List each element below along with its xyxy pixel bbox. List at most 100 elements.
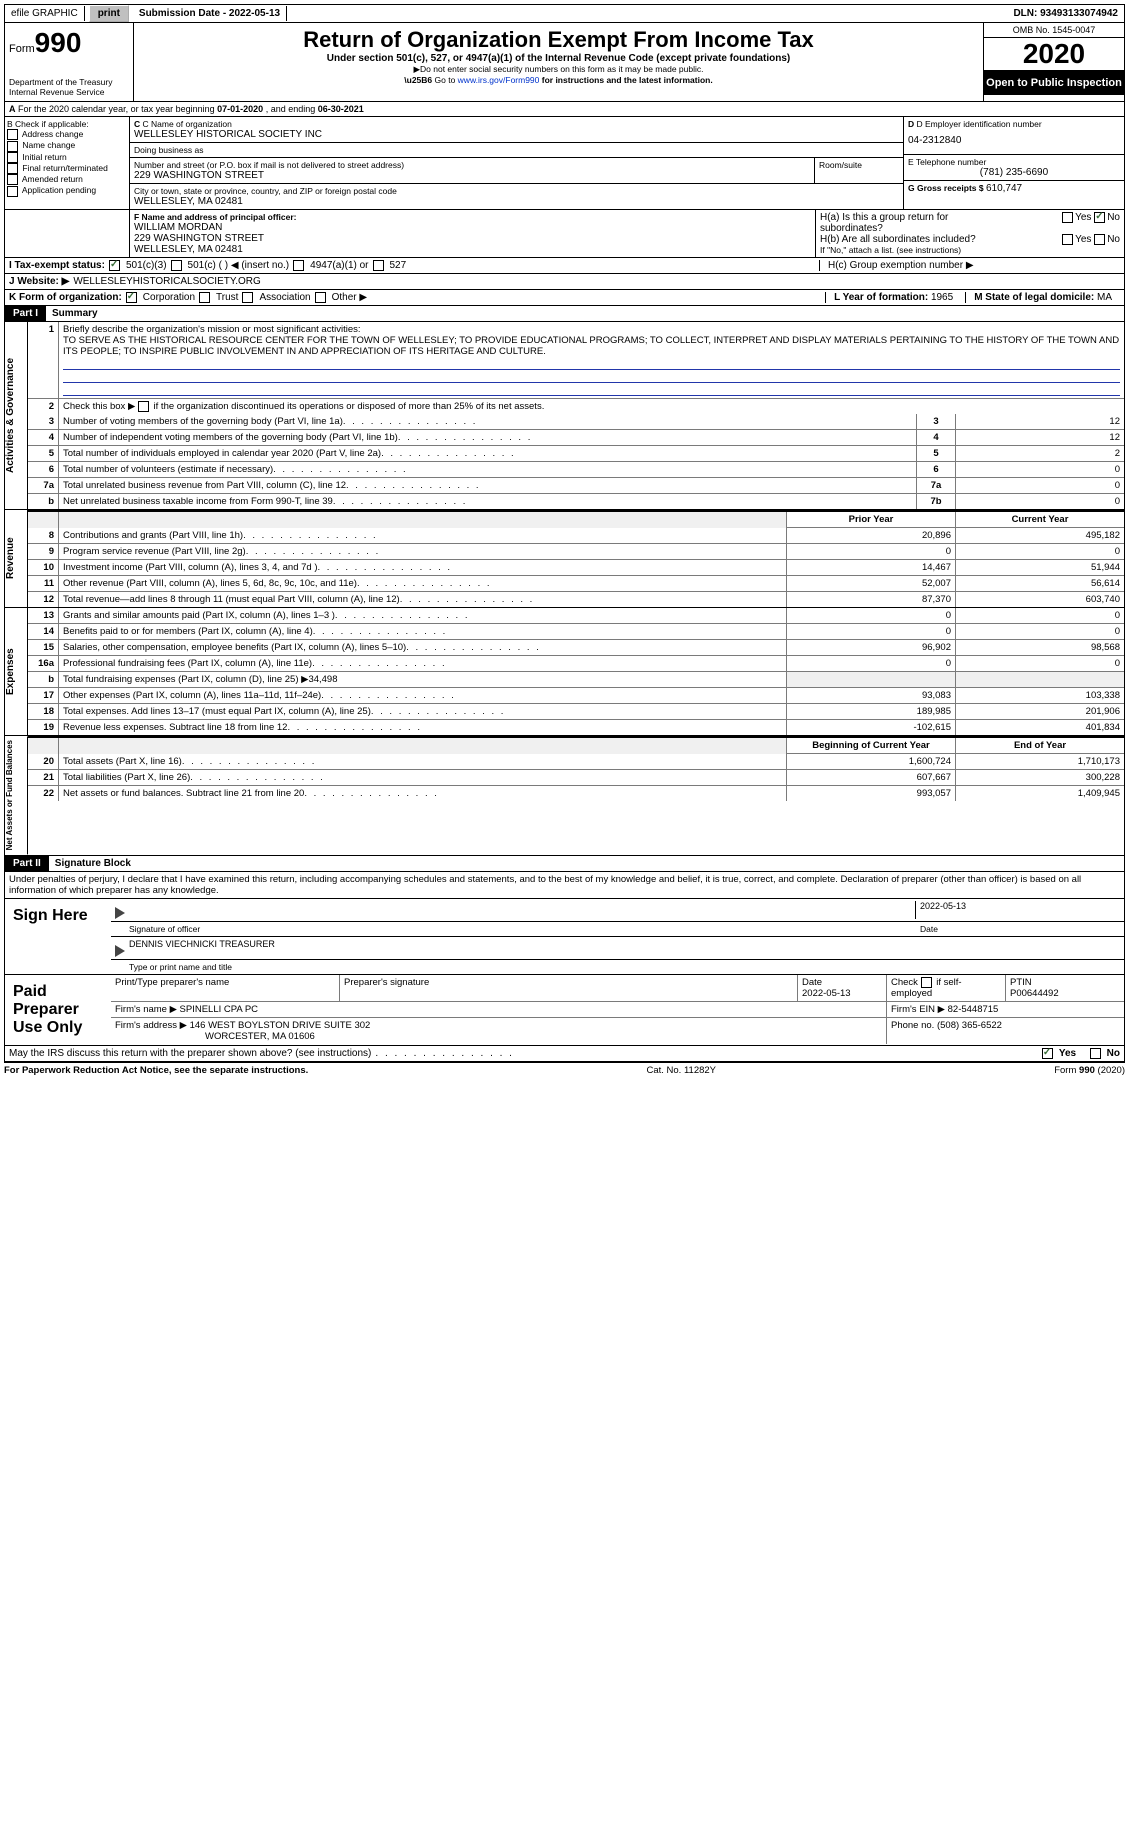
ha-no-checkbox[interactable] [1094, 212, 1105, 223]
vtab-revenue: Revenue [5, 510, 28, 607]
form-number: Form990 [9, 27, 129, 59]
part1-header: Part I Summary [4, 306, 1125, 322]
527-checkbox[interactable] [373, 260, 384, 271]
trust-checkbox[interactable] [199, 292, 210, 303]
print-label: Type or print name and title [111, 960, 1124, 974]
col-b: B Check if applicable: Address change Na… [5, 117, 130, 209]
officer-label: F Name and address of principal officer: [134, 212, 296, 222]
hb-no-checkbox[interactable] [1094, 234, 1105, 245]
line-i: I Tax-exempt status: 501(c)(3) 501(c) ( … [4, 258, 1125, 274]
vtab-activities: Activities & Governance [5, 322, 28, 509]
open-to-public: Open to Public Inspection [984, 71, 1124, 95]
ein-value: 04-2312840 [908, 129, 1120, 152]
other-checkbox[interactable] [315, 292, 326, 303]
colb-checkbox[interactable] [7, 152, 18, 163]
ptin-value: P00644492 [1010, 988, 1059, 999]
perjury-text: Under penalties of perjury, I declare th… [4, 872, 1125, 899]
q1-text: Briefly describe the organization's miss… [63, 324, 361, 335]
col-c: C C Name of organization WELLESLEY HISTO… [130, 117, 904, 209]
colb-checkbox[interactable] [7, 163, 18, 174]
prep-sig-label: Preparer's signature [340, 975, 798, 1002]
goto-link: \u25B6 Go to www.irs.gov/Form990 for ins… [138, 75, 979, 85]
4947-checkbox[interactable] [293, 260, 304, 271]
q2-text: Check this box ▶ if the organization dis… [63, 401, 544, 412]
revenue-section: Revenue Prior Year Current Year 8Contrib… [4, 510, 1125, 608]
date-label: Date [916, 924, 1120, 934]
colb-checkbox[interactable] [7, 186, 18, 197]
netassets-section: Net Assets or Fund Balances Beginning of… [4, 736, 1125, 855]
501c-checkbox[interactable] [171, 260, 182, 271]
top-bar: efile GRAPHIC print Submission Date - 20… [4, 4, 1125, 23]
submission-date: Submission Date - 2022-05-13 [133, 6, 287, 21]
sig-arrow-icon [115, 907, 125, 919]
omb-number: OMB No. 1545-0047 [984, 23, 1124, 38]
firm-addr1: 146 WEST BOYLSTON DRIVE SUITE 302 [190, 1020, 371, 1031]
room-label: Room/suite [819, 160, 899, 170]
assoc-checkbox[interactable] [242, 292, 253, 303]
org-name: WELLESLEY HISTORICAL SOCIETY INC [134, 129, 899, 140]
page-footer: For Paperwork Reduction Act Notice, see … [4, 1062, 1125, 1076]
expenses-section: Expenses 13Grants and similar amounts pa… [4, 608, 1125, 736]
firm-phone: (508) 365-6522 [937, 1020, 1002, 1031]
col-end: End of Year [956, 737, 1125, 754]
colb-checkbox[interactable] [7, 129, 18, 140]
hb-yes-checkbox[interactable] [1062, 234, 1073, 245]
year-formation: 1965 [931, 292, 953, 303]
street-label: Number and street (or P.O. box if mail i… [134, 160, 810, 170]
col-current: Current Year [956, 511, 1125, 528]
col-b-header: B Check if applicable: [7, 119, 127, 129]
ssn-warning: Do not enter social security numbers on … [138, 64, 979, 75]
firm-ein: 82-5448715 [948, 1004, 999, 1015]
form-subtitle: Under section 501(c), 527, or 4947(a)(1)… [138, 53, 979, 64]
form990-url-link[interactable]: www.irs.gov/Form990 [458, 75, 540, 85]
colb-checkbox[interactable] [7, 141, 18, 152]
org-name-label: C Name of organization [143, 119, 232, 129]
501c3-checkbox[interactable] [109, 260, 120, 271]
hb-note: If "No," attach a list. (see instruction… [820, 245, 1120, 255]
section-bcd: B Check if applicable: Address change Na… [4, 117, 1125, 210]
irs-label: Internal Revenue Service [9, 87, 129, 97]
col-prior: Prior Year [787, 511, 956, 528]
firm-name: SPINELLI CPA PC [180, 1004, 259, 1015]
q2-checkbox[interactable] [138, 401, 149, 412]
print-button[interactable]: print [89, 5, 129, 22]
discuss-yes-checkbox[interactable] [1042, 1048, 1053, 1059]
sig-date: 2022-05-13 [915, 901, 1120, 919]
sign-here-label: Sign Here [5, 899, 111, 974]
gross-value: 610,747 [986, 183, 1022, 194]
footer-left: For Paperwork Reduction Act Notice, see … [4, 1065, 308, 1076]
self-employed-checkbox[interactable] [921, 977, 932, 988]
discuss-no-checkbox[interactable] [1090, 1048, 1101, 1059]
footer-right: Form 990 (2020) [1054, 1065, 1125, 1076]
city-label: City or town, state or province, country… [134, 186, 899, 196]
dept-label: Department of the Treasury [9, 77, 129, 87]
form-title: Return of Organization Exempt From Incom… [138, 27, 979, 53]
vtab-expenses: Expenses [5, 608, 28, 735]
state-domicile: MA [1097, 292, 1112, 303]
website-value: WELLESLEYHISTORICALSOCIETY.ORG [73, 276, 260, 287]
corp-checkbox[interactable] [126, 292, 137, 303]
street-value: 229 WASHINGTON STREET [134, 170, 810, 181]
phone-value: (781) 235-6690 [908, 167, 1120, 178]
dln: DLN: 93493133074942 [1007, 6, 1124, 21]
sig-arrow-icon [115, 945, 125, 957]
col-d: D D Employer identification number 04-23… [904, 117, 1124, 209]
ein-label: D Employer identification number [917, 119, 1042, 129]
mission-text: TO SERVE AS THE HISTORICAL RESOURCE CENT… [63, 335, 1119, 357]
officer-street: 229 WASHINGTON STREET [134, 233, 811, 244]
officer-name: WILLIAM MORDAN [134, 222, 811, 233]
efile-label: efile GRAPHIC [5, 6, 85, 21]
officer-city: WELLESLEY, MA 02481 [134, 244, 811, 255]
colb-checkbox[interactable] [7, 174, 18, 185]
phone-label: E Telephone number [908, 157, 1120, 167]
line-j: J Website: ▶ WELLESLEYHISTORICALSOCIETY.… [4, 274, 1125, 290]
col-h: H(a) Is this a group return for subordin… [816, 210, 1124, 257]
ha-yes-checkbox[interactable] [1062, 212, 1073, 223]
hb-label: H(b) Are all subordinates included? [820, 234, 976, 245]
gross-label: G Gross receipts $ [908, 183, 986, 193]
vtab-netassets: Net Assets or Fund Balances [5, 736, 28, 854]
section-a: A For the 2020 calendar year, or tax yea… [4, 102, 1125, 117]
officer-print: DENNIS VIECHNICKI TREASURER [129, 939, 275, 957]
paid-preparer-label: Paid Preparer Use Only [5, 975, 111, 1045]
tax-year: 2020 [984, 38, 1124, 71]
